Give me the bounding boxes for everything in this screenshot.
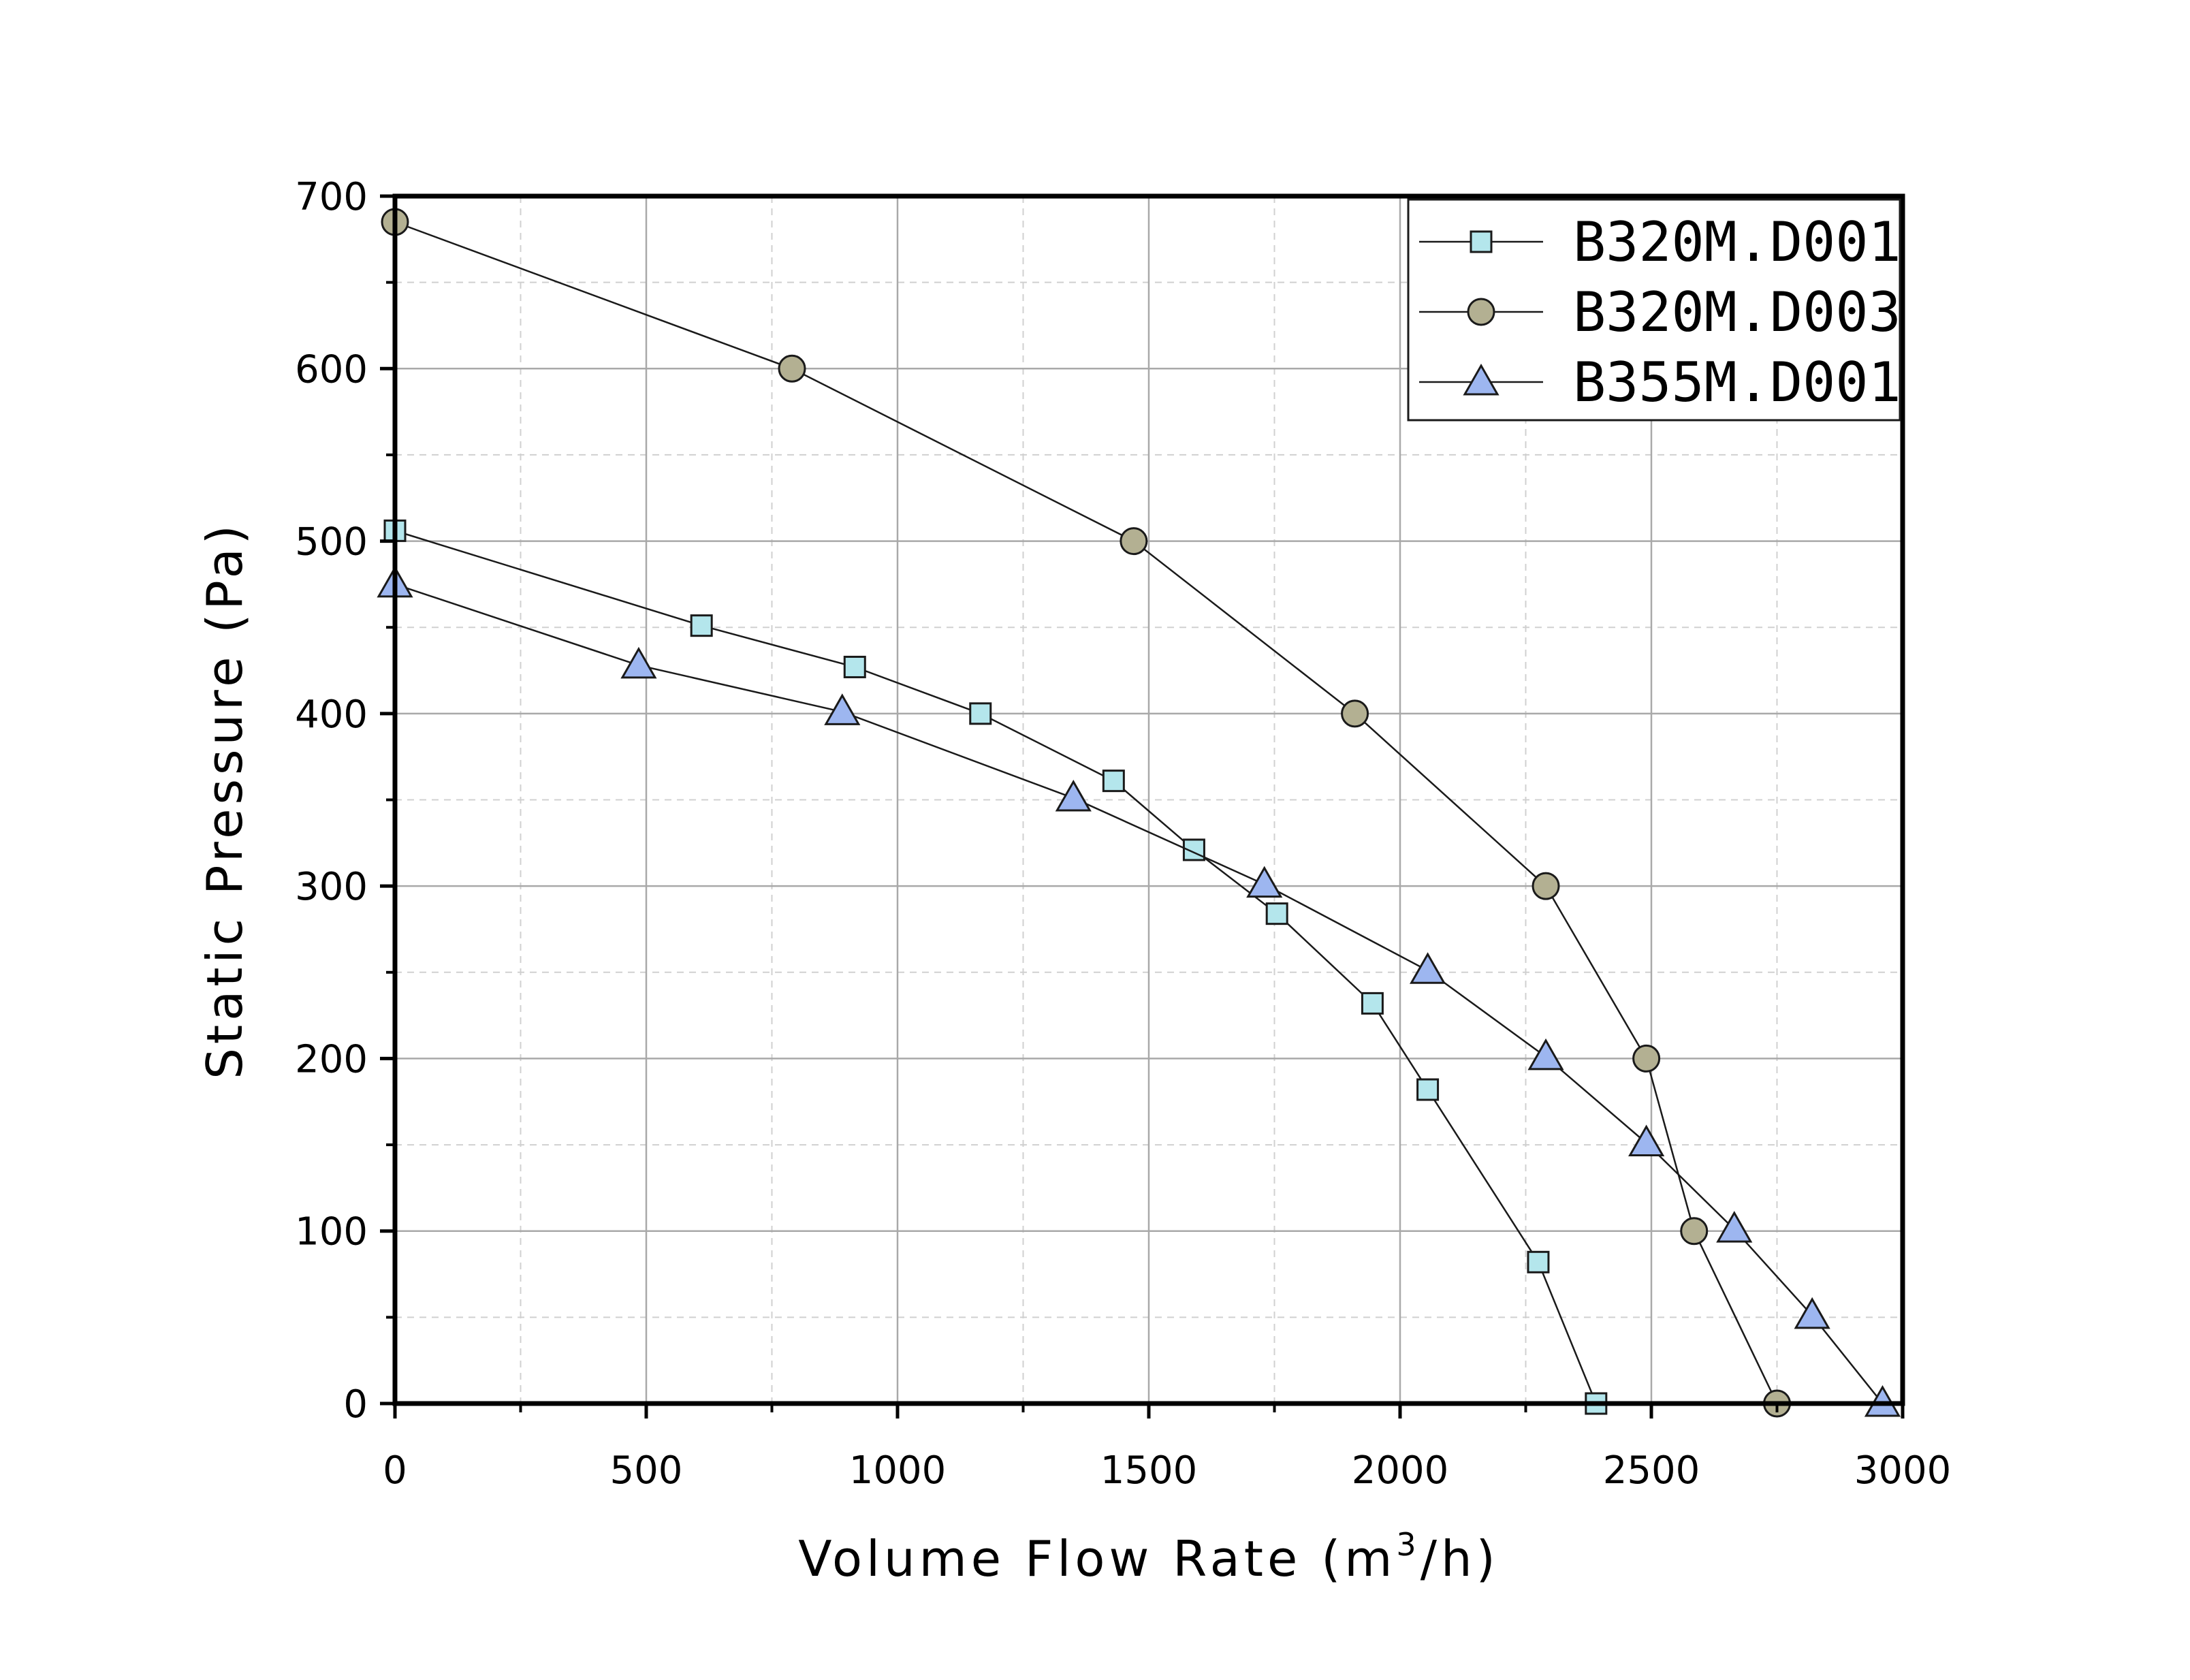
plot-series xyxy=(377,208,1901,1418)
series-line xyxy=(394,221,1778,1404)
x-tick-label: 1000 xyxy=(849,1448,947,1493)
y-tick-label: 600 xyxy=(295,347,368,392)
data-point xyxy=(1527,1250,1550,1273)
data-point xyxy=(824,693,861,725)
x-tick-label: 1500 xyxy=(1100,1448,1198,1493)
series-B320M.D003 xyxy=(381,208,1791,1418)
y-tick-label: 100 xyxy=(295,1210,368,1254)
series-B355M.D001 xyxy=(377,565,1901,1417)
data-point xyxy=(1527,1038,1564,1071)
data-point xyxy=(1416,1078,1440,1101)
data-point xyxy=(1410,952,1446,984)
series-B320M.D001 xyxy=(383,519,1608,1415)
series-line xyxy=(394,530,1597,1404)
y-tick-label: 0 xyxy=(343,1382,368,1427)
legend-marker xyxy=(1463,363,1499,396)
data-point xyxy=(778,354,806,383)
y-tick-label: 500 xyxy=(295,520,368,565)
y-tick-label: 300 xyxy=(295,865,368,909)
data-point xyxy=(1055,779,1092,812)
y-tick-label: 400 xyxy=(295,693,368,737)
x-tick-label: 2000 xyxy=(1352,1448,1449,1493)
data-point xyxy=(1632,1044,1661,1073)
y-axis-title: Static Pressure (Pa) xyxy=(196,521,253,1079)
legend-entry-label: B320M.D001 xyxy=(1573,210,1901,274)
data-point xyxy=(620,646,657,679)
data-point xyxy=(1680,1217,1709,1246)
data-point xyxy=(843,655,866,678)
data-point xyxy=(690,614,713,637)
data-point xyxy=(1532,872,1560,900)
legend: B320M.D001 B320M.D003 B355M.D001 xyxy=(1407,198,1901,422)
axis-ticks: 0 500 1000 1500 2000 2500 3000 0 100 200 300 400 500… xyxy=(295,175,1951,1493)
x-axis-title: Volume Flow Rate (m3/h) xyxy=(798,1526,1499,1587)
data-point xyxy=(1628,1124,1665,1157)
legend-marker xyxy=(1467,298,1495,326)
data-point xyxy=(1246,866,1283,898)
data-point xyxy=(1265,902,1288,925)
legend-marker xyxy=(1470,230,1493,253)
x-tick-label: 3000 xyxy=(1854,1448,1952,1493)
data-point xyxy=(1361,992,1384,1015)
series-line xyxy=(394,583,1884,1404)
x-tick-label: 500 xyxy=(610,1448,683,1493)
y-tick-label: 200 xyxy=(295,1037,368,1081)
data-point xyxy=(1341,699,1369,728)
legend-entry-label: B320M.D003 xyxy=(1573,281,1901,344)
legend-entry-label: B355M.D001 xyxy=(1573,351,1901,414)
x-tick-label: 0 xyxy=(383,1448,407,1493)
data-point xyxy=(1102,770,1125,793)
x-tick-label: 2500 xyxy=(1603,1448,1700,1493)
y-tick-label: 700 xyxy=(295,175,368,219)
data-point xyxy=(969,702,992,725)
data-point xyxy=(1120,527,1148,556)
data-point xyxy=(1716,1211,1753,1243)
data-point xyxy=(1794,1297,1830,1329)
